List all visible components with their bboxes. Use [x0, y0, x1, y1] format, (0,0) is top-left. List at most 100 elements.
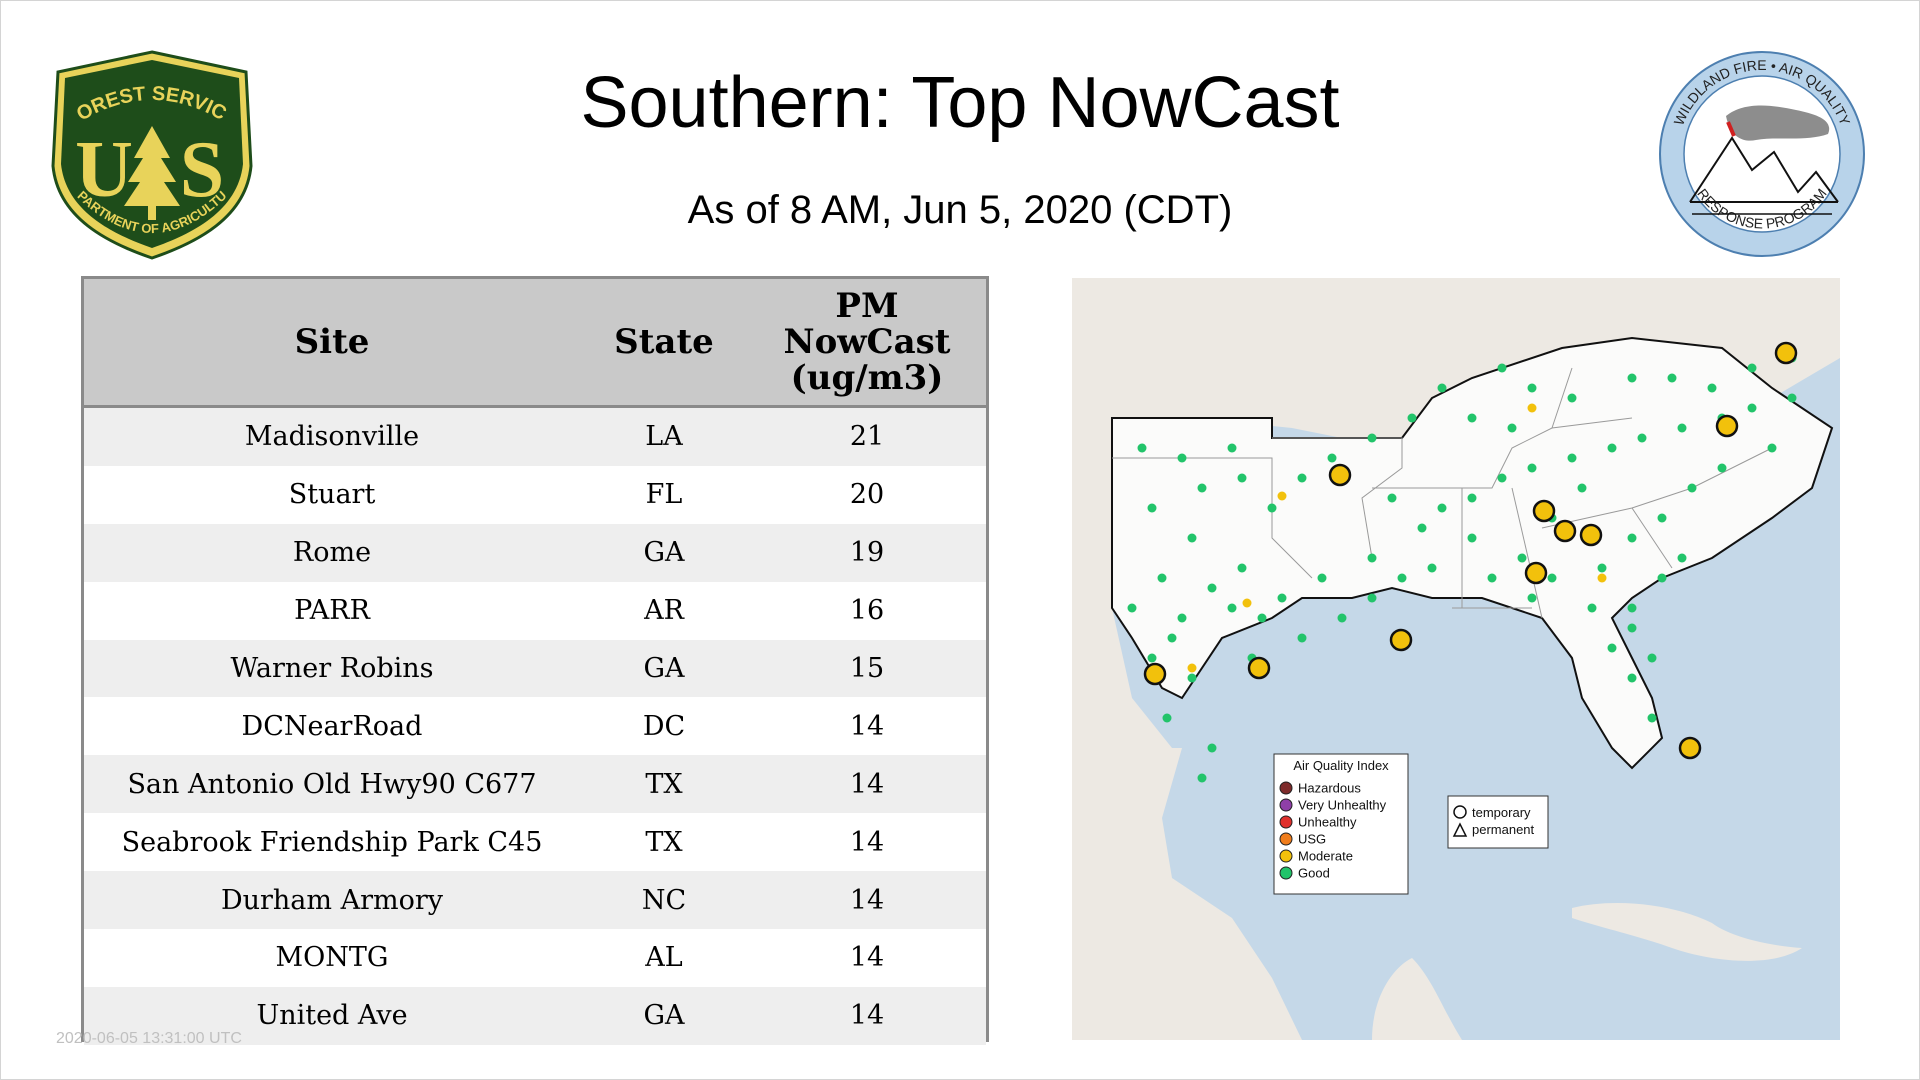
monitor-marker-top-site — [1774, 341, 1798, 365]
monitor-marker-good — [1657, 573, 1667, 583]
timestamp-footer: 2020-06-05 13:31:00 UTC — [56, 1030, 242, 1047]
table-row: Stuart FL 20 — [84, 465, 986, 524]
cell-state: GA — [580, 986, 748, 1045]
monitor-marker-good — [1297, 473, 1307, 483]
monitor-marker-good — [1597, 563, 1607, 573]
monitor-marker-good — [1517, 553, 1527, 563]
monitor-marker-good — [1157, 573, 1167, 583]
cell-site: Stuart — [84, 465, 580, 524]
monitor-marker-good — [1607, 443, 1617, 453]
monitor-marker-good — [1137, 443, 1147, 453]
cell-state: LA — [580, 406, 748, 466]
cell-site: DCNearRoad — [84, 697, 580, 756]
cell-state: GA — [580, 523, 748, 582]
cell-state: TX — [580, 755, 748, 814]
cell-value: 19 — [748, 523, 986, 582]
monitor-marker-good — [1607, 643, 1617, 653]
cell-site: Durham Armory — [84, 871, 580, 930]
monitor-marker-good — [1487, 573, 1497, 583]
cell-site: Warner Robins — [84, 639, 580, 698]
monitor-marker-good — [1162, 713, 1172, 723]
monitor-marker-good — [1387, 493, 1397, 503]
header-pm-nowcast: PM NowCast (ug/m3) — [748, 279, 986, 408]
monitor-marker-good — [1527, 463, 1537, 473]
monitor-marker-good — [1467, 533, 1477, 543]
monitor-marker-moderate — [1597, 573, 1607, 583]
monitor-marker-good — [1567, 453, 1577, 463]
monitor-marker-good — [1147, 653, 1157, 663]
monitor-marker-top-site — [1524, 561, 1548, 585]
cell-site: United Ave — [84, 986, 580, 1045]
monitor-marker-good — [1527, 383, 1537, 393]
monitor-marker-good — [1317, 573, 1327, 583]
legend-title: Air Quality Index — [1293, 758, 1389, 773]
page-subtitle: As of 8 AM, Jun 5, 2020 (CDT) — [687, 188, 1233, 232]
monitor-marker-good — [1627, 373, 1637, 383]
monitor-marker-top-site — [1143, 662, 1167, 686]
monitor-marker-good — [1707, 383, 1717, 393]
cell-site: PARR — [84, 581, 580, 640]
legend-label: Unhealthy — [1298, 815, 1357, 830]
monitor-marker-good — [1787, 393, 1797, 403]
monitor-marker-good — [1177, 453, 1187, 463]
monitor-marker-top-site — [1247, 656, 1271, 680]
table-row: United Ave GA 14 — [84, 986, 986, 1045]
table-row: MONTG AL 14 — [84, 929, 986, 987]
monitor-marker-good — [1567, 393, 1577, 403]
monitor-marker-good — [1187, 673, 1197, 683]
monitor-marker-good — [1207, 743, 1217, 753]
permanent-triangle-icon — [1452, 822, 1468, 837]
monitor-marker-good — [1227, 603, 1237, 613]
monitor-marker-good — [1637, 433, 1647, 443]
monitor-marker-good — [1417, 523, 1427, 533]
monitor-marker-good — [1297, 633, 1307, 643]
monitor-marker-good — [1647, 653, 1657, 663]
cell-site: Madisonville — [84, 406, 580, 466]
table-row: PARR AR 16 — [84, 581, 986, 640]
monitor-marker-good — [1187, 533, 1197, 543]
monitor-marker-good — [1197, 773, 1207, 783]
monitor-marker-good — [1767, 443, 1777, 453]
monitor-marker-good — [1507, 423, 1517, 433]
monitor-marker-good — [1427, 563, 1437, 573]
legend-label: USG — [1298, 832, 1326, 847]
legend-swatch — [1279, 866, 1293, 880]
legend-swatch — [1279, 781, 1293, 795]
monitor-marker-top-site — [1579, 523, 1603, 547]
map-land-yucatan — [1372, 958, 1462, 1040]
cell-value: 21 — [748, 406, 986, 466]
map-southern-region — [1111, 336, 1834, 770]
monitor-marker-good — [1367, 433, 1377, 443]
monitor-marker-top-site — [1553, 519, 1577, 543]
monitor-marker-good — [1647, 713, 1657, 723]
map-land-west — [1072, 418, 1172, 748]
map-site-type-legend: temporary permanent — [1447, 795, 1549, 849]
legend-swatch — [1279, 849, 1293, 863]
monitor-marker-top-site — [1328, 463, 1352, 487]
legend-permanent: permanent — [1472, 822, 1535, 837]
monitor-marker-top-site — [1715, 414, 1739, 438]
cell-state: TX — [580, 813, 748, 872]
nowcast-table: Site State PM NowCast (ug/m3) Madisonvil… — [81, 276, 989, 1045]
cell-value: 15 — [748, 639, 986, 698]
legend-swatch — [1279, 798, 1293, 812]
map-land-mexico — [1072, 748, 1302, 1040]
cell-value: 14 — [748, 929, 986, 987]
wildland-fire-aq-logo: WILDLAND FIRE • AIR QUALITY RESPONSE PRO… — [1659, 51, 1865, 257]
table-row: Durham Armory NC 14 — [84, 871, 986, 930]
legend-label: Moderate — [1298, 849, 1353, 864]
monitor-marker-good — [1747, 403, 1757, 413]
cell-value: 20 — [748, 465, 986, 524]
cell-site: MONTG — [84, 929, 580, 987]
monitor-marker-good — [1717, 463, 1727, 473]
monitor-marker-good — [1747, 363, 1757, 373]
cell-value: 14 — [748, 986, 986, 1045]
monitor-marker-good — [1237, 473, 1247, 483]
cell-state: GA — [580, 639, 748, 698]
svg-text:S: S — [180, 126, 225, 214]
legend-swatch — [1279, 815, 1293, 829]
monitor-marker-good — [1467, 493, 1477, 503]
monitor-marker-good — [1147, 503, 1157, 513]
monitor-marker-good — [1547, 573, 1557, 583]
monitor-marker-good — [1327, 453, 1337, 463]
